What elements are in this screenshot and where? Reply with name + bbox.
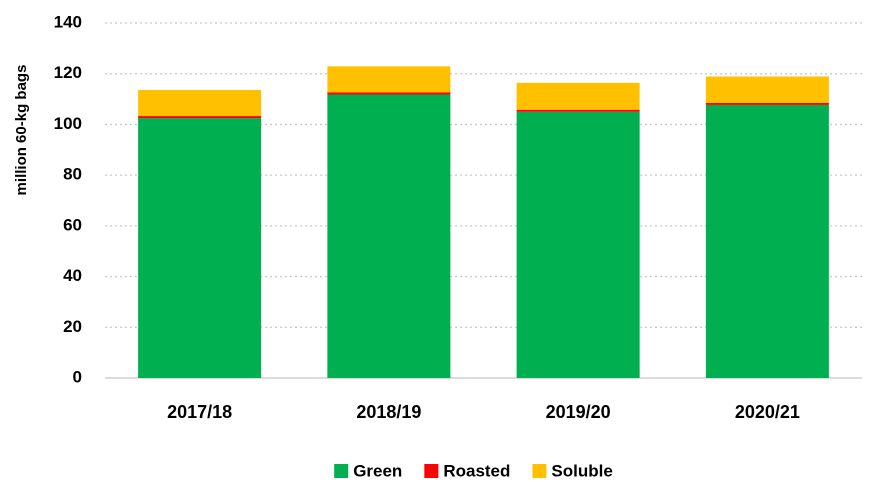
bar-segment xyxy=(516,109,640,112)
bar-segment xyxy=(705,104,829,379)
y-tick-label: 40 xyxy=(63,266,82,285)
x-tick-label: 2020/21 xyxy=(735,402,800,422)
legend-swatch xyxy=(424,464,439,478)
y-tick-label: 100 xyxy=(54,114,82,133)
legend-label: Green xyxy=(353,461,402,480)
y-tick-label: 60 xyxy=(63,215,82,234)
y-tick-label: 120 xyxy=(54,63,82,82)
x-tick-label: 2019/20 xyxy=(546,402,611,422)
bar-segment xyxy=(138,89,262,117)
y-tick-label: 0 xyxy=(73,367,82,386)
bar-segment xyxy=(327,66,451,93)
bar-segment xyxy=(516,82,640,110)
y-tick-label: 140 xyxy=(54,12,82,31)
y-axis-label: million 60-kg bags xyxy=(13,65,30,196)
bar-segment xyxy=(516,111,640,378)
x-tick-label: 2018/19 xyxy=(356,402,421,422)
legend-swatch xyxy=(532,464,547,478)
bar-segment xyxy=(705,102,829,105)
bar-segment xyxy=(138,116,262,119)
legend-label: Soluble xyxy=(551,461,612,480)
bar-segment xyxy=(705,76,829,103)
y-tick-label: 80 xyxy=(63,165,82,184)
legend-label: Roasted xyxy=(443,461,510,480)
legend-swatch xyxy=(334,464,349,478)
bar-segment xyxy=(327,94,451,378)
y-tick-label: 20 xyxy=(63,317,82,336)
bar-segment xyxy=(327,92,451,95)
bar-segment xyxy=(138,118,262,378)
x-tick-label: 2017/18 xyxy=(167,402,232,422)
